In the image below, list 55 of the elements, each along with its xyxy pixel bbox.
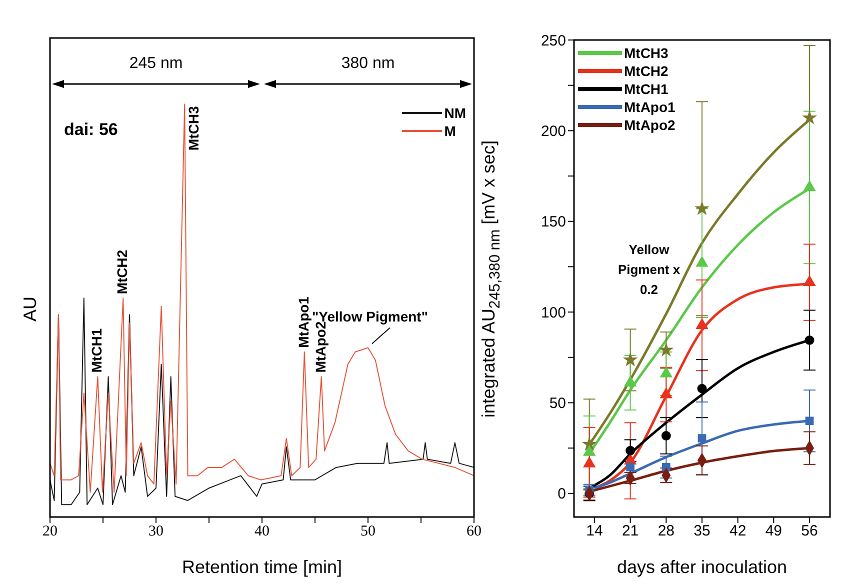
point <box>658 342 674 357</box>
point <box>660 387 673 398</box>
annotation: MtCH2 <box>114 250 130 294</box>
x-tick-label: 56 <box>801 522 818 540</box>
point <box>696 256 708 267</box>
x-tick-label: 40 <box>254 524 270 540</box>
x-tick-label: 42 <box>729 522 746 540</box>
x-tick-label: 20 <box>42 524 58 540</box>
annotation: Yellow Pigment x 0.2 <box>616 241 682 299</box>
legend-label: MtApo1 <box>624 98 676 116</box>
annotation: MtCH3 <box>186 106 202 150</box>
point <box>697 384 707 394</box>
point <box>660 366 673 378</box>
point <box>698 434 706 442</box>
text: 380 nm <box>341 55 395 72</box>
y-tick-label: 250 <box>540 32 566 50</box>
legend-label: MtCH2 <box>624 62 668 80</box>
legend-label: MtCH3 <box>624 44 668 62</box>
annotation: MtApo1 <box>295 296 312 348</box>
point <box>804 335 814 345</box>
x-tick-label: 28 <box>658 522 675 540</box>
point <box>694 200 710 216</box>
point <box>803 180 816 192</box>
x-tick-label: 60 <box>466 524 482 540</box>
x-tick-label: 30 <box>148 524 164 540</box>
point <box>624 375 637 386</box>
point <box>805 416 814 426</box>
y-tick-label: 200 <box>540 123 566 140</box>
point <box>622 352 638 366</box>
x-tick-label: 35 <box>694 522 710 540</box>
point <box>802 110 818 124</box>
legend-label: MtCH1 <box>624 80 668 98</box>
x-tick-label: 49 <box>765 522 782 540</box>
text: 245 nm <box>129 55 183 72</box>
y-tick-label: 0 <box>558 486 566 503</box>
legend-label: NM <box>444 104 466 122</box>
y-tick-label: 50 <box>549 395 566 412</box>
point <box>626 446 636 456</box>
legend-label: MtApo2 <box>624 116 676 134</box>
point <box>626 462 635 472</box>
x-axis-title: days after inoculation <box>616 557 788 577</box>
annotation: MtCH1 <box>88 328 105 373</box>
y-tick-label: 150 <box>540 214 566 231</box>
point <box>696 318 708 329</box>
legend-label: M <box>444 122 456 140</box>
x-tick-label: 14 <box>586 522 603 540</box>
point <box>582 436 597 451</box>
y-tick-label: 100 <box>540 304 566 322</box>
x-tick-label: 21 <box>622 522 639 540</box>
point <box>803 274 816 286</box>
x-tick-label: 50 <box>360 524 376 540</box>
y-axis-title: AU <box>19 296 41 322</box>
x-axis-title: Retention time [min] <box>182 557 342 577</box>
point <box>661 431 671 440</box>
annotation: dai: 56 <box>64 120 119 140</box>
